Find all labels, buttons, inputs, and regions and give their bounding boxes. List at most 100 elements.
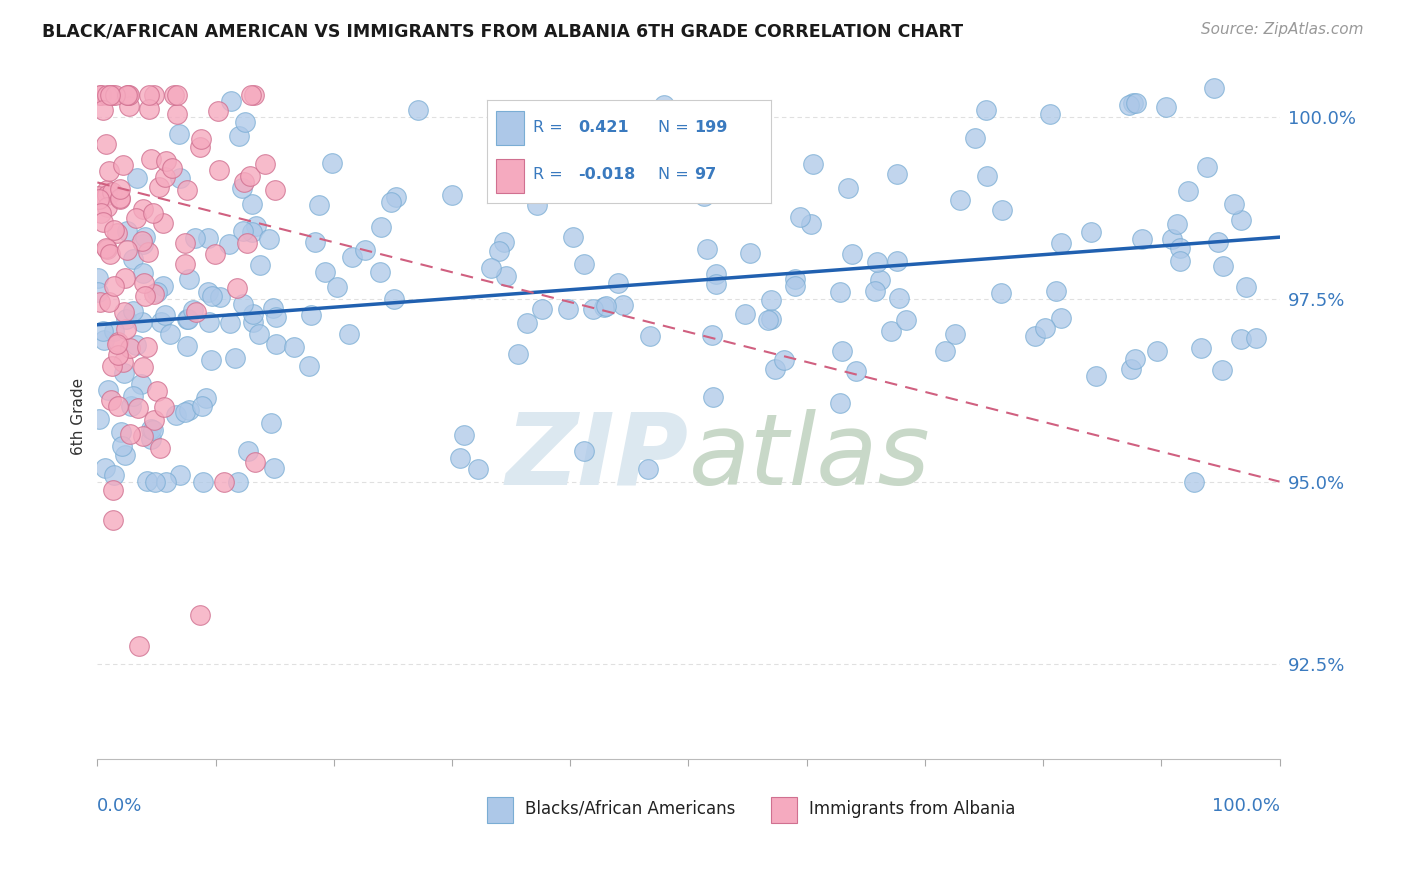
Point [370,220,392,235]
Point [200,353,222,368]
Point [103,278,125,293]
Point [240,225,263,239]
Point [131,315,153,329]
Point [118,341,141,355]
Point [408,103,430,117]
Point [370,265,392,279]
Point [467,462,489,476]
Point [488,244,510,259]
Point [759,311,782,326]
Point [159,326,181,341]
Point [186,305,208,319]
Point [233,114,256,128]
Point [131,234,153,248]
Point [118,426,141,441]
Point [132,429,155,443]
Point [146,384,169,398]
Point [225,281,247,295]
Point [108,192,131,206]
Point [104,87,127,102]
Point [105,337,128,351]
Point [595,299,617,313]
Point [232,296,254,310]
Point [354,243,377,257]
Point [228,128,250,143]
Point [98,163,121,178]
Text: 100.0%: 100.0% [1212,797,1279,814]
Point [1182,475,1205,489]
Point [212,475,235,489]
Point [89,412,111,426]
Point [87,285,110,300]
Point [1118,98,1140,112]
Point [127,171,149,186]
Point [572,169,595,183]
Point [866,254,889,268]
Point [226,475,249,489]
Point [863,284,886,298]
Point [96,183,118,197]
Text: 0.0%: 0.0% [97,797,143,814]
Point [886,168,908,182]
Point [236,236,259,251]
Y-axis label: 6th Grade: 6th Grade [72,377,86,455]
Point [240,196,263,211]
Point [612,298,634,312]
Point [495,269,517,284]
Point [103,467,125,482]
Point [759,293,782,308]
Point [831,343,853,358]
Point [167,127,190,141]
Text: Immigrants from Albania: Immigrants from Albania [808,800,1015,818]
Point [169,467,191,482]
Point [704,277,727,292]
Point [207,103,229,118]
Point [98,246,121,260]
Point [449,450,471,465]
Point [103,324,125,338]
Point [1080,225,1102,239]
Point [592,300,614,314]
Point [98,87,121,102]
Point [239,169,262,183]
Point [340,251,363,265]
Point [1085,369,1108,384]
Point [934,344,956,359]
Point [259,232,281,246]
Point [700,328,723,343]
Point [976,169,998,183]
Point [138,87,160,102]
Point [193,475,215,489]
Point [702,391,724,405]
Point [219,94,242,108]
Point [142,413,165,427]
Point [153,401,176,415]
Point [122,389,145,403]
Text: Source: ZipAtlas.com: Source: ZipAtlas.com [1201,22,1364,37]
Point [136,340,159,354]
Point [1195,160,1218,174]
Point [128,639,150,653]
Point [153,169,176,184]
Point [1024,329,1046,343]
Point [785,271,807,285]
Point [242,315,264,329]
Point [110,191,132,205]
Point [122,252,145,266]
Point [1229,212,1251,227]
Point [143,475,166,489]
Point [141,423,163,437]
Point [785,278,807,293]
Point [606,276,628,290]
Point [696,243,718,257]
Point [887,291,910,305]
FancyBboxPatch shape [488,797,513,823]
Point [87,270,110,285]
Point [93,324,115,338]
Point [188,140,211,154]
Point [218,237,240,252]
Point [134,289,156,303]
Point [91,215,114,229]
Point [1035,321,1057,335]
Point [131,236,153,251]
